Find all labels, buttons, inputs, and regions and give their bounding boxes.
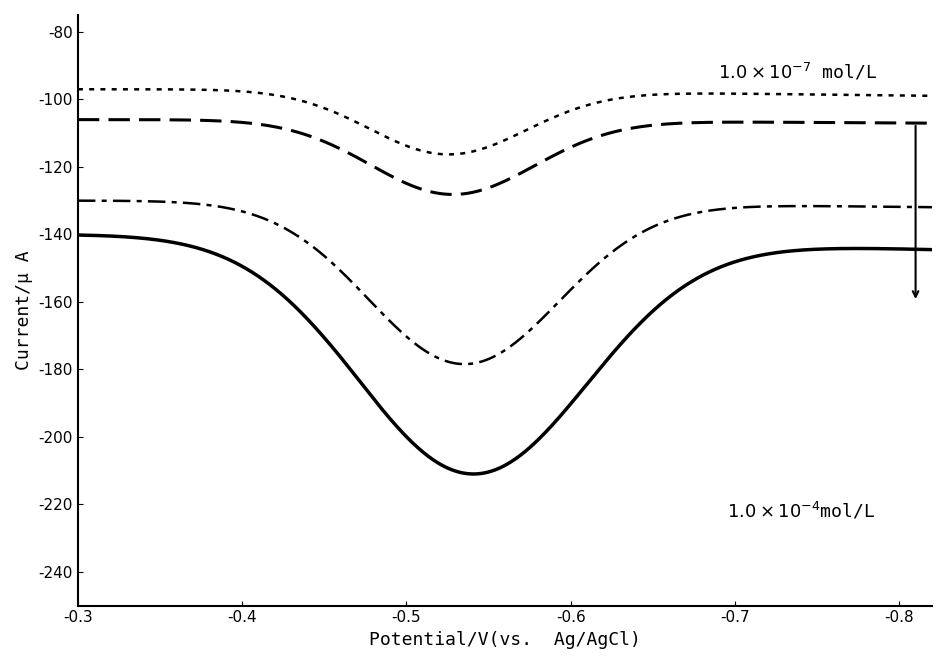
Text: $1.0\times10^{-7}$ mol/L: $1.0\times10^{-7}$ mol/L [719,62,878,83]
Text: $1.0\times10^{-4}$mol/L: $1.0\times10^{-4}$mol/L [726,501,875,522]
X-axis label: Potential/V(vs.  Ag/AgCl): Potential/V(vs. Ag/AgCl) [369,631,641,649]
Y-axis label: Current/μ A: Current/μ A [15,250,33,370]
